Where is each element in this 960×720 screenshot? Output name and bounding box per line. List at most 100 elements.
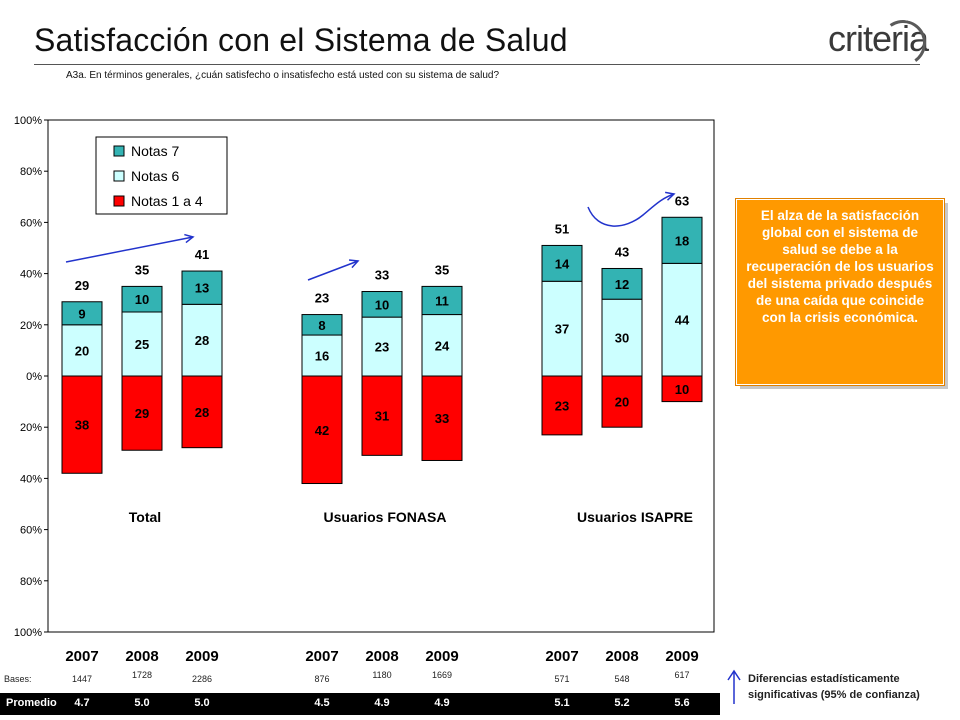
bar-segment-notas-1-a-4 xyxy=(61,375,103,474)
base-value: 876 xyxy=(314,674,330,684)
data-label-notas-6: 44 xyxy=(675,313,690,328)
data-label-top-total: 35 xyxy=(435,262,449,277)
legend-label: Notas 6 xyxy=(131,168,179,184)
bar-segment-notas-1-a-4 xyxy=(301,375,343,485)
bases-label: Bases: xyxy=(4,674,32,684)
bar-segment-notas-1-a-4 xyxy=(601,375,643,428)
bar-segment-notas-1-a-4 xyxy=(361,375,403,456)
data-label-notas-6: 20 xyxy=(75,343,89,358)
promedio-value: 5.6 xyxy=(674,697,690,709)
data-label-notas-6: 16 xyxy=(315,349,329,364)
logo-text: criteria xyxy=(828,18,929,59)
legend-swatch xyxy=(113,170,125,182)
base-value: 1447 xyxy=(71,674,93,684)
survey-question: A3a. En términos generales, ¿cuán satisf… xyxy=(66,70,500,81)
base-value: 571 xyxy=(554,674,570,684)
base-value: 1669 xyxy=(431,670,453,680)
base-value: 617 xyxy=(674,670,690,680)
footnote-line-2: significativas (95% de confianza) xyxy=(748,689,920,701)
bar-segment-notas-6 xyxy=(421,314,463,377)
bar-segment-notas-6 xyxy=(121,311,163,377)
y-tick-label: 80% xyxy=(20,166,42,178)
callout-text: El alza de la satisfacción global con el… xyxy=(746,208,934,325)
footnote-line-1: Diferencias estadísticamente xyxy=(748,673,900,685)
data-label-notas-7: 12 xyxy=(615,277,629,292)
data-label-notas-1-a-4: 31 xyxy=(375,409,389,424)
promedio-value: 4.9 xyxy=(434,697,450,709)
data-label-notas-1-a-4: 38 xyxy=(75,418,89,433)
y-tick-label: 40% xyxy=(20,269,42,281)
trend-arrow-fonasa xyxy=(307,260,359,281)
data-label-notas-7: 14 xyxy=(555,256,570,271)
x-tick-label-year: 2009 xyxy=(185,648,218,665)
y-tick-label: 100% xyxy=(14,115,42,127)
y-tick-label: 0% xyxy=(26,371,42,383)
promedio-value: 5.1 xyxy=(554,697,570,709)
y-tick-label: 80% xyxy=(20,576,42,588)
trend-arrow-total xyxy=(65,236,194,263)
bar-segment-notas-1-a-4 xyxy=(121,375,163,451)
data-label-top-total: 33 xyxy=(375,268,389,283)
base-value: 2286 xyxy=(191,674,213,684)
data-label-notas-1-a-4: 33 xyxy=(435,411,449,426)
bar-segment-notas-1-a-4 xyxy=(541,375,583,436)
legend-label: Notas 7 xyxy=(131,143,179,159)
promedio-value: 4.7 xyxy=(74,697,90,709)
trend-arrowhead-isapre xyxy=(665,191,676,201)
bar-segment-notas-7 xyxy=(361,291,403,318)
y-tick-label: 100% xyxy=(14,627,42,639)
y-tick-label: 60% xyxy=(20,217,42,229)
bar-segment-notas-6 xyxy=(301,334,343,377)
insight-callout: El alza de la satisfacción global con el… xyxy=(735,198,945,386)
data-label-notas-7: 10 xyxy=(375,297,389,312)
bar-segment-notas-6 xyxy=(601,298,643,377)
legend-label: Notas 1 a 4 xyxy=(131,193,203,209)
trend-arrowhead-fonasa xyxy=(348,259,360,269)
x-tick-label-year: 2009 xyxy=(425,648,458,665)
bar-segment-notas-7 xyxy=(421,285,463,316)
criteria-logo: criteria xyxy=(828,16,930,70)
bar-segment-notas-7 xyxy=(121,285,163,313)
legend-swatch xyxy=(113,195,125,207)
data-label-top-total: 51 xyxy=(555,221,569,236)
data-label-notas-1-a-4: 42 xyxy=(315,423,329,438)
data-label-notas-6: 28 xyxy=(195,333,209,348)
bar-segment-notas-7 xyxy=(181,270,223,305)
x-tick-label-year: 2008 xyxy=(365,648,398,665)
bar-segment-notas-6 xyxy=(181,303,223,377)
x-tick-label-year: 2009 xyxy=(665,648,698,665)
x-tick-label-year: 2007 xyxy=(545,648,578,665)
promedio-value: 5.0 xyxy=(134,697,150,709)
data-label-notas-7: 8 xyxy=(318,318,325,333)
bar-segment-notas-6 xyxy=(61,324,103,377)
bar-segment-notas-1-a-4 xyxy=(181,375,223,449)
data-label-top-total: 63 xyxy=(675,193,689,208)
data-label-notas-7: 18 xyxy=(675,233,689,248)
data-label-notas-7: 9 xyxy=(78,306,85,321)
x-tick-label-year: 2007 xyxy=(305,648,338,665)
data-label-notas-6: 37 xyxy=(555,322,569,337)
bar-segment-notas-7 xyxy=(541,244,583,282)
promedio-bar xyxy=(0,693,720,715)
title-divider xyxy=(34,64,920,65)
trend-arrow-isapre xyxy=(587,193,675,227)
bar-segment-notas-7 xyxy=(301,314,343,336)
bar-segment-notas-6 xyxy=(661,262,703,377)
significance-footnote: Diferencias estadísticamente significati… xyxy=(748,671,920,703)
bar-segment-notas-7 xyxy=(661,216,703,264)
data-label-top-total: 29 xyxy=(75,278,89,293)
trend-arrowhead-total xyxy=(184,233,195,244)
data-label-notas-1-a-4: 23 xyxy=(555,398,569,413)
significance-arrow-icon xyxy=(727,669,741,704)
data-label-notas-7: 13 xyxy=(195,281,209,296)
y-tick-label: 60% xyxy=(20,525,42,537)
data-label-notas-7: 11 xyxy=(435,293,449,308)
legend-swatch xyxy=(113,145,125,157)
x-tick-label-year: 2007 xyxy=(65,648,98,665)
base-value: 548 xyxy=(614,674,630,684)
page-title: Satisfacción con el Sistema de Salud xyxy=(34,22,568,58)
data-label-notas-1-a-4: 10 xyxy=(675,382,689,397)
data-label-notas-7: 10 xyxy=(135,292,149,307)
x-tick-label-year: 2008 xyxy=(125,648,158,665)
